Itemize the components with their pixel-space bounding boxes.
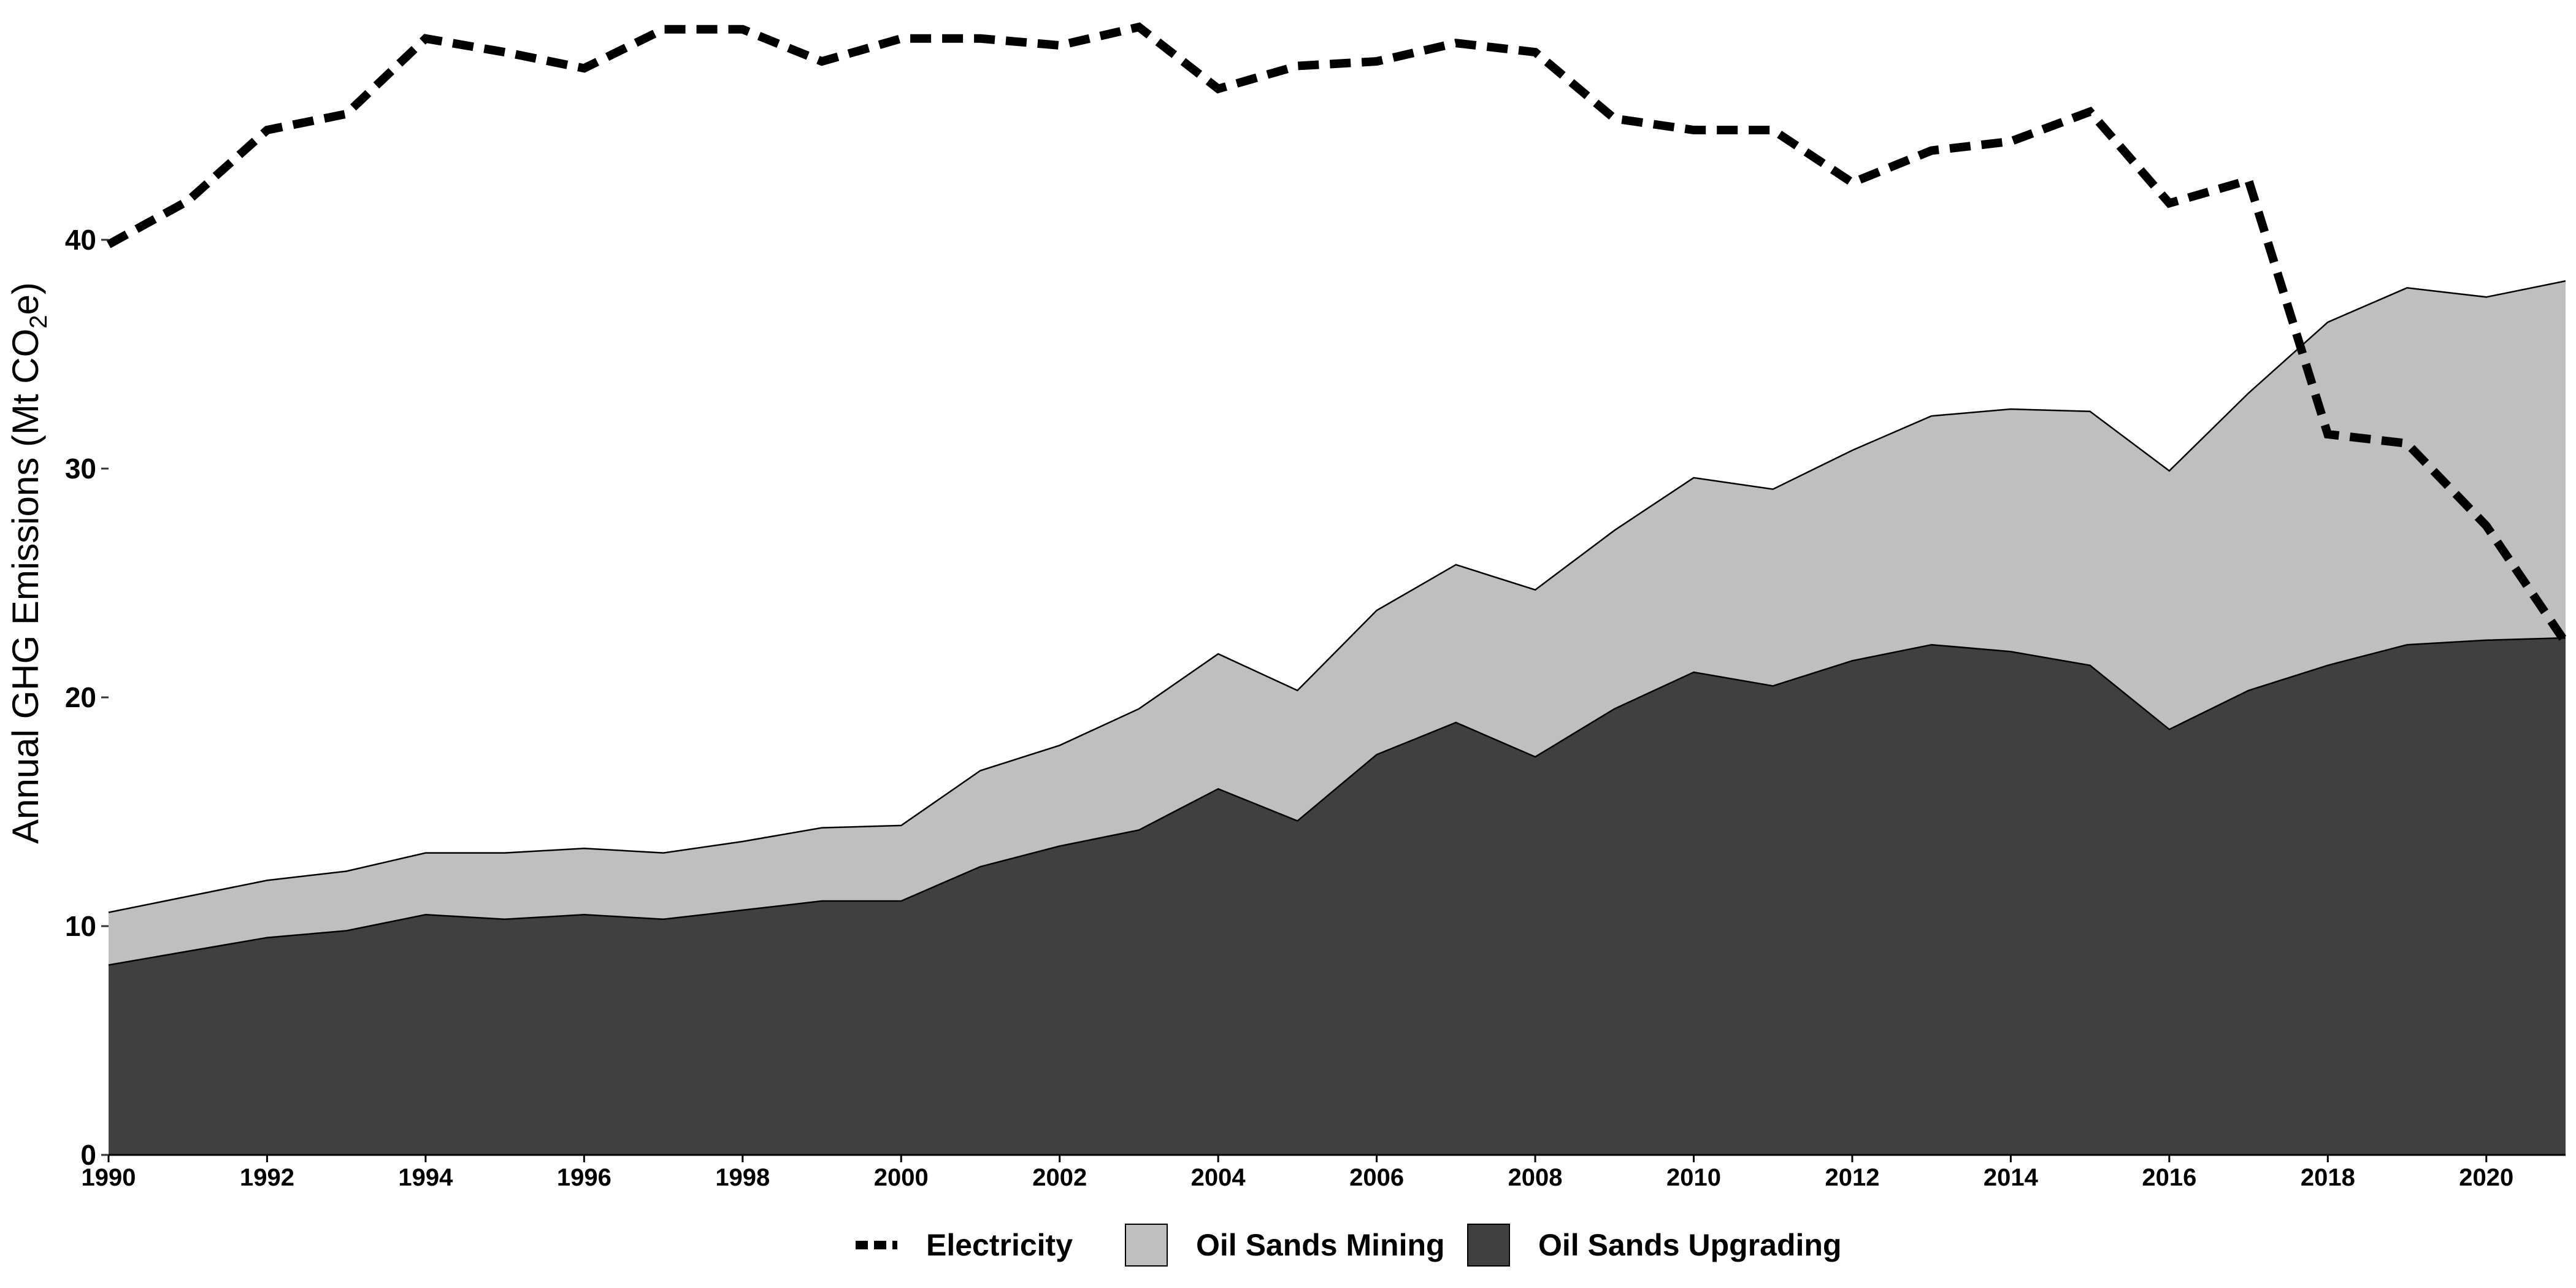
y-axis-title: Annual GHG Emissions (Mt CO2e) (5, 282, 52, 844)
plot-area (106, 22, 2569, 1155)
y-tick-label: 40 (65, 224, 96, 256)
x-tick-label: 2000 (874, 1164, 929, 1191)
x-tick-label: 2006 (1349, 1164, 1404, 1191)
x-tick-label: 1994 (398, 1164, 453, 1191)
electricity-line (106, 22, 2569, 645)
x-tick-label: 2010 (1666, 1164, 1721, 1191)
x-tick-label: 2004 (1191, 1164, 1246, 1191)
x-tick-label: 1992 (240, 1164, 294, 1191)
x-tick-label: 2008 (1508, 1164, 1563, 1191)
oil-sands-upgrading-outline (108, 637, 2566, 966)
x-tick-label: 2014 (1984, 1164, 2039, 1191)
x-tick-label: 2002 (1032, 1164, 1087, 1191)
legend: Electricity Oil Sands Mining Oil Sands Upg… (856, 1224, 1841, 1267)
legend-label: Electricity (926, 1228, 1073, 1262)
y-axis-title-suffix: e) (5, 282, 46, 315)
x-tick-label: 2016 (2142, 1164, 2196, 1191)
legend-key-swatch (1467, 1224, 1510, 1267)
legend-label: Oil Sands Mining (1196, 1228, 1445, 1262)
y-tick-label: 10 (65, 910, 96, 942)
oil-sands-upgrading-area (109, 638, 2566, 1155)
legend-label: Oil Sands Upgrading (1538, 1228, 1841, 1262)
y-tick-label: 20 (65, 681, 96, 713)
y-axis-title-main: Annual GHG Emissions (Mt CO (5, 329, 46, 844)
legend-oil-sands-upgrading: Oil Sands Upgrading (1467, 1224, 1841, 1267)
legend-oil-sands-mining: Oil Sands Mining (1125, 1224, 1445, 1267)
x-tick-label: 2018 (2301, 1164, 2355, 1191)
x-axis: 1990 1992 1994 1996 1998 2000 2002 2004 2006 2008… (82, 1154, 2566, 1191)
x-tick-label: 1990 (82, 1164, 136, 1191)
y-tick-label: 0 (80, 1139, 96, 1171)
x-tick-label: 2012 (1825, 1164, 1879, 1191)
legend-electricity: Electricity (856, 1228, 1073, 1262)
x-tick-label: 2020 (2459, 1164, 2513, 1191)
y-axis-title-subscript: 2 (25, 315, 52, 328)
oil-sands-mining-outline (108, 280, 2566, 913)
y-axis: 0 10 20 30 40 (65, 224, 109, 1171)
legend-key-swatch (1125, 1224, 1168, 1267)
y-tick-label: 30 (65, 453, 96, 485)
oil-sands-mining-area (109, 281, 2566, 965)
x-tick-label: 1998 (715, 1164, 770, 1191)
x-tick-label: 1996 (557, 1164, 611, 1191)
